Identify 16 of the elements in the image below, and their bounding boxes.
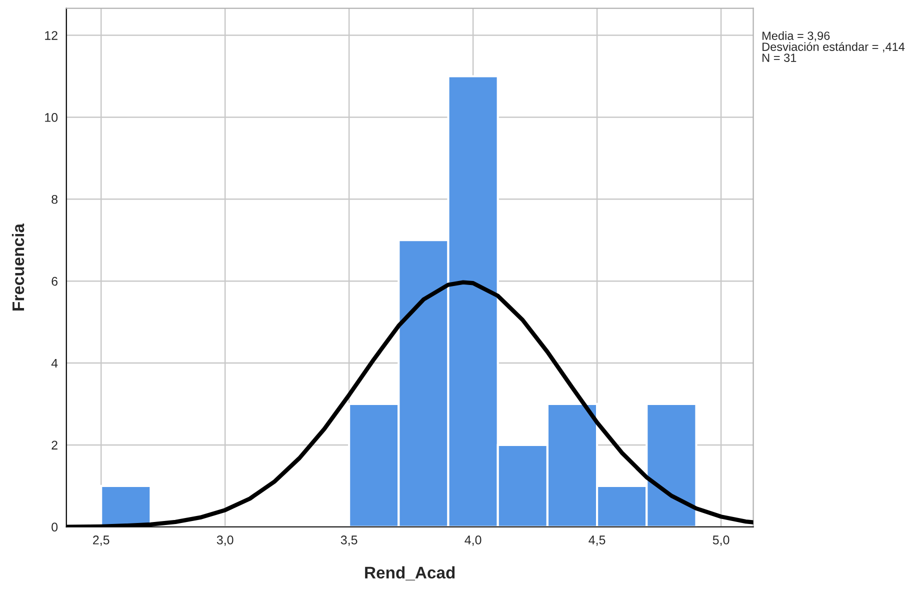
y-tick-label: 2 (52, 440, 58, 450)
x-tick-label: 2,5 (93, 536, 110, 546)
y-tick-label: 10 (45, 113, 58, 122)
y-axis-title: Frecuencia (12, 223, 24, 310)
x-tick-label: 3,0 (216, 536, 234, 546)
text: Media = 3,96 Desviación estándar = ,414 N = 31 (762, 31, 905, 62)
y-tick-label: 4 (51, 358, 58, 368)
y-tick-label: 0 (52, 522, 58, 532)
x-tick-label: 5,0 (712, 536, 730, 546)
y-tick-label: 12 (45, 31, 58, 40)
x-tick-label: 3,5 (340, 536, 358, 546)
x-tick-label: 4,5 (588, 536, 606, 546)
x-axis-title: Rend_Acad (365, 566, 455, 580)
y-tick-label: 8 (52, 194, 58, 204)
x-tick-label: 4,0 (464, 536, 482, 546)
y-tick-label: 6 (52, 276, 58, 286)
